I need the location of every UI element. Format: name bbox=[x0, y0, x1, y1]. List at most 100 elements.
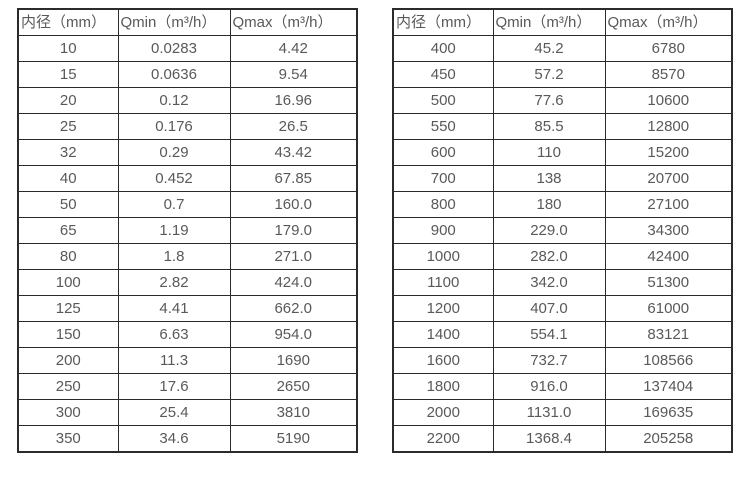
table-row: 100 2.82 424.0 bbox=[17, 269, 358, 296]
table-cell: 250 bbox=[17, 373, 119, 400]
table-row: 20 0.12 16.96 bbox=[17, 87, 358, 114]
table-row: 2200 1368.4 205258 bbox=[392, 425, 733, 453]
table-cell: 554.1 bbox=[492, 321, 606, 348]
table-cell: 100 bbox=[17, 269, 119, 296]
table-cell: 45.2 bbox=[492, 35, 606, 62]
table-cell: 32 bbox=[17, 139, 119, 166]
table-cell: 200 bbox=[17, 347, 119, 374]
table-cell: 20 bbox=[17, 87, 119, 114]
table-cell: 40 bbox=[17, 165, 119, 192]
table-cell: 1200 bbox=[392, 295, 494, 322]
table-cell: 15200 bbox=[604, 139, 733, 166]
table-header-row: 内径（mm） Qmin（m³/h） Qmax（m³/h） bbox=[392, 8, 733, 36]
table-cell: 2000 bbox=[392, 399, 494, 426]
table-row: 150 6.63 954.0 bbox=[17, 321, 358, 348]
table-cell: 67.85 bbox=[229, 165, 358, 192]
table-cell: 0.7 bbox=[117, 191, 231, 218]
table-cell: 110 bbox=[492, 139, 606, 166]
table-cell: 125 bbox=[17, 295, 119, 322]
table-cell: 2.82 bbox=[117, 269, 231, 296]
table-cell: 400 bbox=[392, 35, 494, 62]
table-row: 1800 916.0 137404 bbox=[392, 373, 733, 400]
table-cell: 3810 bbox=[229, 399, 358, 426]
column-header-qmin: Qmin（m³/h） bbox=[492, 8, 606, 36]
table-cell: 550 bbox=[392, 113, 494, 140]
table-row: 400 45.2 6780 bbox=[392, 35, 733, 62]
table-row: 600 110 15200 bbox=[392, 139, 733, 166]
column-header-qmin: Qmin（m³/h） bbox=[117, 8, 231, 36]
table-cell: 1100 bbox=[392, 269, 494, 296]
column-header-diameter: 内径（mm） bbox=[17, 8, 119, 36]
table-cell: 732.7 bbox=[492, 347, 606, 374]
table-cell: 407.0 bbox=[492, 295, 606, 322]
table-cell: 0.12 bbox=[117, 87, 231, 114]
table-cell: 205258 bbox=[604, 425, 733, 453]
table-body: 10 0.0283 4.42 15 0.0636 9.54 20 0.12 16.96 25 0.1… bbox=[17, 35, 358, 453]
table-cell: 65 bbox=[17, 217, 119, 244]
table-cell: 138 bbox=[492, 165, 606, 192]
table-cell: 600 bbox=[392, 139, 494, 166]
table-cell: 83121 bbox=[604, 321, 733, 348]
table-cell: 5190 bbox=[229, 425, 358, 453]
table-cell: 1690 bbox=[229, 347, 358, 374]
table-cell: 2650 bbox=[229, 373, 358, 400]
table-cell: 1131.0 bbox=[492, 399, 606, 426]
table-cell: 500 bbox=[392, 87, 494, 114]
table-cell: 15 bbox=[17, 61, 119, 88]
table-cell: 11.3 bbox=[117, 347, 231, 374]
column-header-qmax: Qmax（m³/h） bbox=[229, 8, 358, 36]
table-cell: 9.54 bbox=[229, 61, 358, 88]
table-row: 125 4.41 662.0 bbox=[17, 295, 358, 322]
table-cell: 26.5 bbox=[229, 113, 358, 140]
table-cell: 700 bbox=[392, 165, 494, 192]
table-cell: 1.8 bbox=[117, 243, 231, 270]
table-cell: 0.0283 bbox=[117, 35, 231, 62]
table-cell: 1400 bbox=[392, 321, 494, 348]
table-row: 10 0.0283 4.42 bbox=[17, 35, 358, 62]
table-cell: 0.0636 bbox=[117, 61, 231, 88]
table-cell: 137404 bbox=[604, 373, 733, 400]
table-cell: 450 bbox=[392, 61, 494, 88]
table-cell: 179.0 bbox=[229, 217, 358, 244]
table-cell: 1368.4 bbox=[492, 425, 606, 453]
table-cell: 10600 bbox=[604, 87, 733, 114]
table-cell: 424.0 bbox=[229, 269, 358, 296]
table-row: 700 138 20700 bbox=[392, 165, 733, 192]
table-cell: 1.19 bbox=[117, 217, 231, 244]
table-row: 1100 342.0 51300 bbox=[392, 269, 733, 296]
table-cell: 108566 bbox=[604, 347, 733, 374]
table-cell: 6780 bbox=[604, 35, 733, 62]
table-cell: 1000 bbox=[392, 243, 494, 270]
table-cell: 800 bbox=[392, 191, 494, 218]
table-row: 1600 732.7 108566 bbox=[392, 347, 733, 374]
table-cell: 4.42 bbox=[229, 35, 358, 62]
table-cell: 160.0 bbox=[229, 191, 358, 218]
table-cell: 43.42 bbox=[229, 139, 358, 166]
table-cell: 61000 bbox=[604, 295, 733, 322]
table-row: 65 1.19 179.0 bbox=[17, 217, 358, 244]
table-row: 1200 407.0 61000 bbox=[392, 295, 733, 322]
table-cell: 229.0 bbox=[492, 217, 606, 244]
table-cell: 10 bbox=[17, 35, 119, 62]
table-row: 300 25.4 3810 bbox=[17, 399, 358, 426]
table-cell: 57.2 bbox=[492, 61, 606, 88]
table-cell: 80 bbox=[17, 243, 119, 270]
table-row: 32 0.29 43.42 bbox=[17, 139, 358, 166]
table-cell: 34.6 bbox=[117, 425, 231, 453]
table-cell: 50 bbox=[17, 191, 119, 218]
table-cell: 282.0 bbox=[492, 243, 606, 270]
table-cell: 25 bbox=[17, 113, 119, 140]
table-cell: 77.6 bbox=[492, 87, 606, 114]
table-header-row: 内径（mm） Qmin（m³/h） Qmax（m³/h） bbox=[17, 8, 358, 36]
table-cell: 85.5 bbox=[492, 113, 606, 140]
table-body: 400 45.2 6780 450 57.2 8570 500 77.6 10600 550 85.… bbox=[392, 35, 733, 453]
column-header-diameter: 内径（mm） bbox=[392, 8, 494, 36]
table-cell: 2200 bbox=[392, 425, 494, 453]
table-row: 25 0.176 26.5 bbox=[17, 113, 358, 140]
table-cell: 27100 bbox=[604, 191, 733, 218]
table-cell: 12800 bbox=[604, 113, 733, 140]
table-row: 350 34.6 5190 bbox=[17, 425, 358, 453]
table-cell: 4.41 bbox=[117, 295, 231, 322]
flow-table-large-diameters: 内径（mm） Qmin（m³/h） Qmax（m³/h） 400 45.2 6780… bbox=[392, 8, 733, 453]
